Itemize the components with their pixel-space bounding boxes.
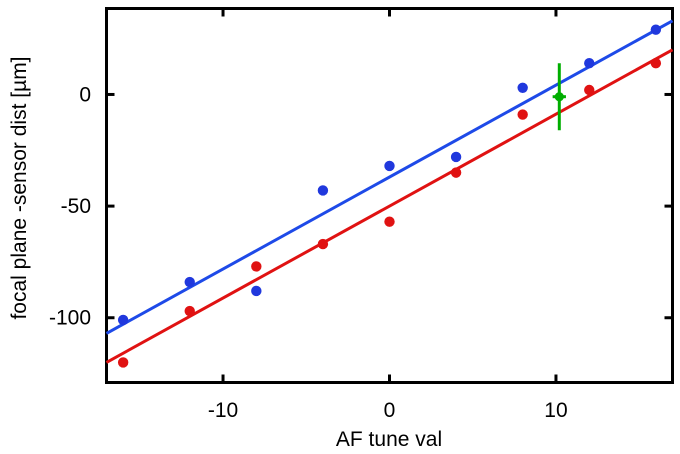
blue-points-marker — [317, 185, 329, 196]
y-axis-label: focal plane -sensor dist [µm] — [8, 56, 31, 320]
blue-points-marker — [517, 82, 528, 93]
red-points-marker — [384, 216, 395, 227]
red-points-marker — [450, 167, 462, 178]
blue-points-marker — [184, 276, 195, 288]
x-axis-label: AF tune val — [335, 428, 443, 451]
x-tick-label: -10 — [208, 399, 238, 422]
red-fit-line — [105, 48, 674, 364]
y-tick-label: -50 — [61, 195, 91, 218]
red-points-marker — [517, 109, 528, 120]
red-points-marker — [251, 261, 262, 272]
blue-fit-line — [105, 19, 674, 335]
red-points-marker — [117, 357, 129, 368]
red-points-marker — [184, 305, 195, 317]
red-points-marker — [317, 238, 329, 250]
x-tick-label: 10 — [544, 399, 567, 422]
y-tick-label: -100 — [49, 307, 91, 330]
red-points-marker — [650, 58, 662, 69]
blue-points-marker — [584, 58, 595, 69]
green-point-with-error-marker — [554, 92, 564, 102]
y-tick-label: 0 — [79, 83, 91, 106]
red-points-marker — [584, 84, 595, 96]
x-tick-label: 0 — [384, 399, 396, 422]
blue-points-marker — [450, 151, 462, 163]
blue-points-marker — [117, 314, 129, 326]
blue-points-marker — [384, 160, 395, 172]
blue-points-marker — [251, 285, 262, 297]
blue-points-marker — [650, 24, 662, 35]
